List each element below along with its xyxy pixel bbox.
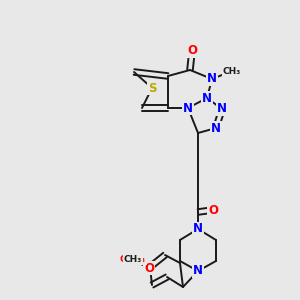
Text: O: O xyxy=(187,44,197,58)
Text: N: N xyxy=(193,265,203,278)
Text: N: N xyxy=(183,101,193,115)
Text: OCH₃: OCH₃ xyxy=(120,256,146,265)
Text: N: N xyxy=(202,92,212,104)
Text: O: O xyxy=(144,262,154,275)
Text: N: N xyxy=(217,103,227,116)
Text: N: N xyxy=(211,122,221,134)
Text: CH₃: CH₃ xyxy=(223,67,241,76)
Text: O: O xyxy=(208,203,218,217)
Text: S: S xyxy=(148,82,156,94)
Text: N: N xyxy=(193,223,203,236)
Text: CH₃: CH₃ xyxy=(124,256,142,265)
Text: N: N xyxy=(207,73,217,85)
